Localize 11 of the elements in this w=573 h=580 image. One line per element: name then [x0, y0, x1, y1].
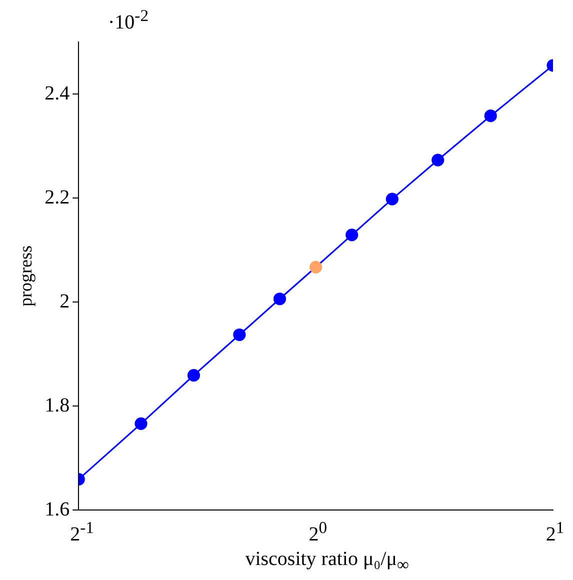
- x-tick-label: 2$^{-1}$: [70, 518, 94, 547]
- y-tick-label: 1.6: [44, 498, 70, 520]
- y-tick-label: 2.4: [44, 82, 70, 104]
- y-tick-label: 2.2: [44, 186, 70, 208]
- text: ·10$^{-2}$: [108, 6, 149, 35]
- x-tick-label: 2$^{0}$: [308, 518, 328, 547]
- y-tick-label: 1.8: [44, 394, 70, 416]
- y-tick-label: 2: [60, 290, 70, 312]
- y-axis-title: progress: [16, 246, 36, 306]
- x-axis-title: viscosity ratio μ₀/μ$_{∞}$: [244, 548, 410, 575]
- x-tick-label: 2$^{1}$: [546, 518, 564, 547]
